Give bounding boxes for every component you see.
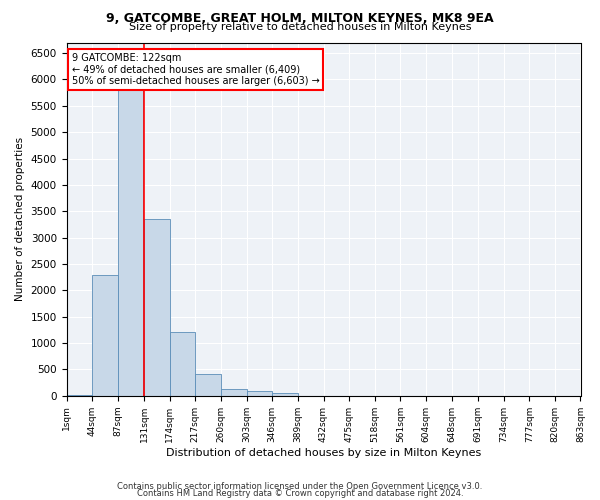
Text: 9, GATCOMBE, GREAT HOLM, MILTON KEYNES, MK8 9EA: 9, GATCOMBE, GREAT HOLM, MILTON KEYNES, … — [106, 12, 494, 26]
Text: Contains public sector information licensed under the Open Government Licence v3: Contains public sector information licen… — [118, 482, 482, 491]
Bar — [221, 389, 247, 396]
Bar — [272, 394, 298, 396]
Text: 9 GATCOMBE: 122sqm
← 49% of detached houses are smaller (6,409)
50% of semi-deta: 9 GATCOMBE: 122sqm ← 49% of detached hou… — [71, 53, 319, 86]
Y-axis label: Number of detached properties: Number of detached properties — [15, 137, 25, 301]
Bar — [92, 274, 118, 396]
Bar — [196, 374, 221, 396]
Text: Contains HM Land Registry data © Crown copyright and database right 2024.: Contains HM Land Registry data © Crown c… — [137, 488, 463, 498]
Bar — [67, 394, 92, 396]
Bar — [247, 390, 272, 396]
Bar — [144, 219, 170, 396]
Bar — [170, 332, 196, 396]
Bar — [118, 74, 143, 396]
X-axis label: Distribution of detached houses by size in Milton Keynes: Distribution of detached houses by size … — [166, 448, 481, 458]
Text: Size of property relative to detached houses in Milton Keynes: Size of property relative to detached ho… — [129, 22, 471, 32]
